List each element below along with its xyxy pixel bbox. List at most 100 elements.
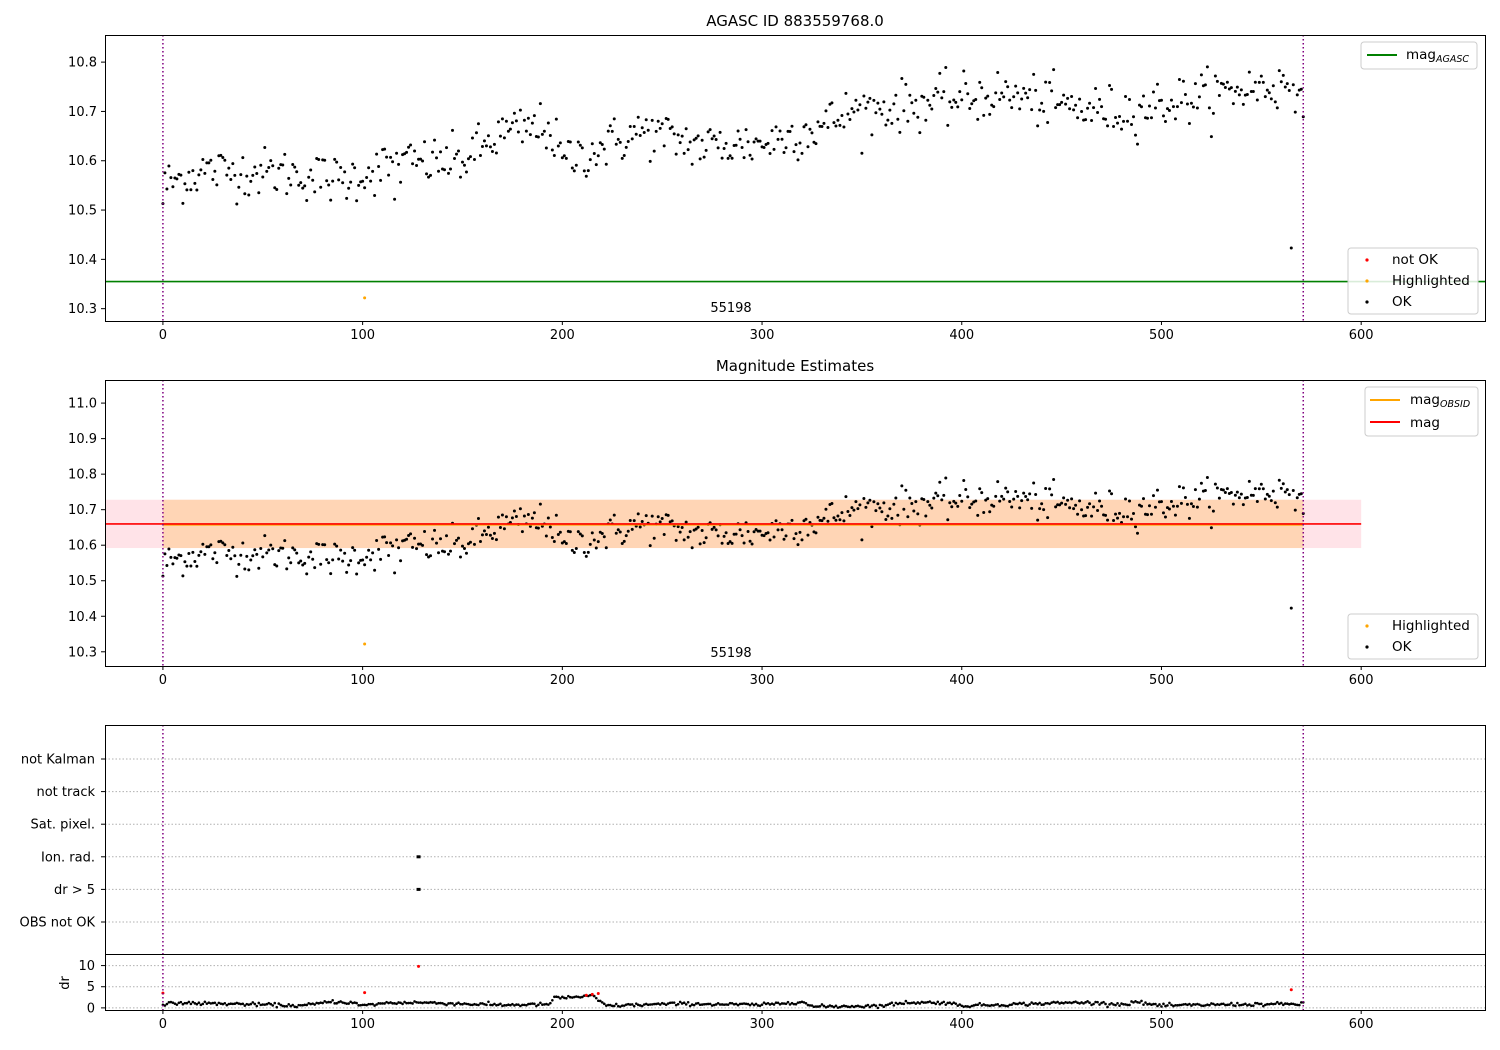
- dr-ok-point: [1250, 1004, 1253, 1008]
- dr-ok-point: [1170, 1003, 1173, 1007]
- ok-point: [1159, 98, 1163, 102]
- ok-point: [1231, 502, 1235, 506]
- ok-point: [1110, 87, 1114, 91]
- ok-point: [1024, 495, 1028, 499]
- x-tick-label: 100: [350, 328, 375, 343]
- dr-ok-point: [1120, 1002, 1123, 1005]
- ok-point: [1181, 486, 1185, 490]
- dr-ok-point: [265, 1002, 269, 1006]
- dr-ok-point: [598, 999, 602, 1003]
- ok-point: [728, 154, 732, 158]
- ok-point: [776, 528, 780, 532]
- ok-point: [874, 111, 878, 115]
- ok-point: [181, 201, 185, 205]
- ok-point: [259, 163, 263, 167]
- ok-point: [992, 105, 996, 109]
- ok-point: [1084, 514, 1088, 518]
- dr-ok-point: [1028, 1003, 1031, 1006]
- ok-point: [510, 121, 514, 125]
- ok-point: [848, 514, 852, 518]
- ok-point: [1068, 506, 1072, 510]
- ok-point: [225, 554, 229, 558]
- dr-ok-point: [271, 1004, 275, 1007]
- ok-point: [712, 525, 716, 529]
- ok-point: [275, 564, 279, 568]
- ok-point: [584, 174, 588, 178]
- ok-point: [576, 140, 580, 144]
- ok-point: [890, 516, 894, 520]
- ok-point: [908, 93, 912, 97]
- ok-point: [1193, 488, 1197, 492]
- dr-ok-point: [1144, 1001, 1147, 1004]
- ok-point: [912, 111, 916, 115]
- ok-point: [179, 173, 183, 177]
- ok-point: [1223, 490, 1227, 494]
- ok-point: [658, 520, 662, 524]
- ok-point: [1088, 502, 1092, 506]
- ok-point: [1074, 103, 1078, 107]
- dr-ok-point: [794, 1002, 798, 1006]
- dr-ok-point: [656, 1002, 660, 1005]
- dr-ok-point: [215, 1003, 219, 1007]
- ok-point: [528, 133, 532, 137]
- ok-point: [1171, 105, 1175, 109]
- dr-ok-point: [329, 1000, 332, 1004]
- ok-point: [169, 176, 173, 180]
- x-tick-label: 300: [750, 673, 775, 688]
- ok-point: [500, 513, 504, 517]
- dr-ok-point: [389, 1001, 392, 1004]
- ok-point: [458, 555, 462, 559]
- dr-ok-point: [303, 1003, 307, 1007]
- dr-not-ok-point: [596, 992, 600, 995]
- highlighted-point: [363, 296, 367, 300]
- dr-ok-point: [886, 1003, 890, 1006]
- ok-point: [1032, 481, 1036, 485]
- dr-ok-point: [836, 1006, 840, 1009]
- dr-ok-point: [1142, 1003, 1145, 1006]
- ok-point: [716, 146, 720, 150]
- ok-point: [1277, 478, 1281, 482]
- ok-point: [339, 166, 343, 170]
- ok-point: [490, 537, 494, 541]
- ok-point: [824, 109, 828, 113]
- ok-point: [998, 97, 1002, 101]
- dr-not-ok-point: [590, 992, 594, 996]
- ok-point: [1020, 97, 1024, 101]
- ok-point: [754, 527, 758, 531]
- ok-point: [896, 513, 900, 517]
- dr-ok-point: [437, 1001, 440, 1005]
- ok-point: [546, 121, 550, 125]
- dr-ok-point: [828, 1004, 832, 1007]
- dr-ok-point: [1248, 1003, 1251, 1006]
- ok-point: [293, 165, 297, 169]
- ok-point: [227, 166, 231, 170]
- dr-ok-point: [826, 1005, 830, 1008]
- ok-point: [822, 121, 826, 125]
- ok-point: [702, 541, 706, 545]
- ok-point: [1275, 106, 1279, 110]
- dr-ok-point: [407, 1001, 410, 1005]
- dr-ok-point: [1252, 1004, 1255, 1007]
- ok-point: [638, 525, 642, 529]
- ok-point: [1028, 492, 1032, 496]
- ok-point: [448, 167, 452, 171]
- ok-point: [1006, 490, 1010, 494]
- y-tick-label: 10.7: [68, 503, 97, 518]
- ok-point: [1207, 505, 1211, 509]
- dr-ok-point: [846, 1005, 850, 1009]
- ok-point: [918, 131, 922, 135]
- ok-point: [337, 557, 341, 561]
- ok-point: [650, 514, 654, 518]
- ok-point: [602, 535, 606, 539]
- dr-ok-point: [163, 1004, 167, 1007]
- dr-ok-point: [990, 1003, 994, 1007]
- ok-point: [768, 152, 772, 156]
- ok-point: [820, 519, 824, 523]
- ok-point: [1277, 69, 1281, 73]
- ok-point: [1098, 499, 1102, 503]
- dr-ok-point: [726, 1003, 730, 1006]
- ok-point: [926, 500, 930, 504]
- ok-point: [1245, 93, 1249, 97]
- ok-point: [1108, 489, 1112, 493]
- ok-point: [714, 528, 718, 532]
